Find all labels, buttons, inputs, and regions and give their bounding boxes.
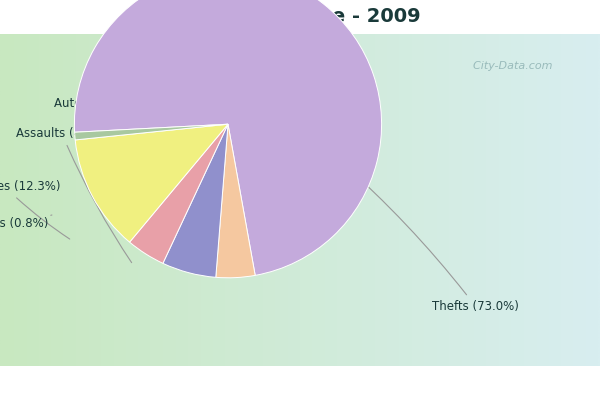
Wedge shape <box>75 124 228 242</box>
Text: Arson (4.1%): Arson (4.1%) <box>214 61 290 272</box>
Text: Burglaries (12.3%): Burglaries (12.3%) <box>0 180 70 239</box>
Text: Assaults (4.1%): Assaults (4.1%) <box>16 127 131 263</box>
Wedge shape <box>74 124 228 140</box>
Wedge shape <box>130 124 228 263</box>
Text: Thefts (73.0%): Thefts (73.0%) <box>340 161 519 313</box>
Wedge shape <box>74 0 382 275</box>
Text: Crimes by type - 2009: Crimes by type - 2009 <box>179 8 421 26</box>
Text: Auto thefts (5.7%): Auto thefts (5.7%) <box>54 97 181 270</box>
Text: City-Data.com: City-Data.com <box>466 60 552 70</box>
Text: Robberies (0.8%): Robberies (0.8%) <box>0 215 52 230</box>
Wedge shape <box>163 124 228 277</box>
Wedge shape <box>216 124 255 278</box>
